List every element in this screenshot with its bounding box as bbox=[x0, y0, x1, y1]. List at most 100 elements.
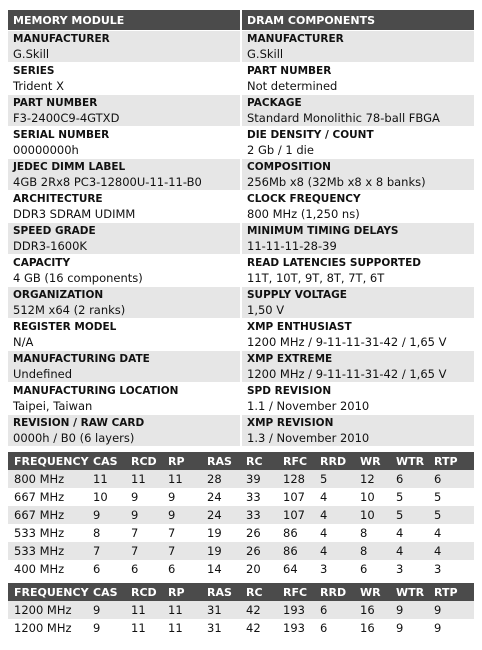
timing-cell: 9 bbox=[396, 603, 404, 617]
timing-cell: 86 bbox=[283, 544, 298, 558]
field-value: 2 Gb / 1 die bbox=[247, 143, 314, 157]
timing-cell: 10 bbox=[93, 490, 108, 504]
timing-row bbox=[8, 524, 474, 542]
field-label: SERIES bbox=[13, 65, 55, 77]
field-row bbox=[242, 95, 474, 126]
timing-cell: 20 bbox=[246, 562, 261, 576]
field-value: G.Skill bbox=[247, 47, 284, 61]
timing-cell: 42 bbox=[246, 603, 261, 617]
timing-cell: 9 bbox=[93, 621, 101, 635]
timing-cell: 5 bbox=[396, 508, 404, 522]
timing-cell: 4 bbox=[320, 490, 328, 504]
timing-cell: 14 bbox=[207, 562, 222, 576]
timing-header-row bbox=[8, 452, 474, 470]
timing-cell: 11 bbox=[131, 472, 146, 486]
field-row bbox=[8, 319, 240, 350]
timing-cell: 5 bbox=[320, 472, 328, 486]
field-value: G.Skill bbox=[13, 47, 50, 61]
timing-cell: 107 bbox=[283, 490, 305, 504]
timing-row bbox=[8, 619, 474, 637]
timing-cell: 6 bbox=[168, 562, 176, 576]
timing-cell: 16 bbox=[360, 621, 375, 635]
timing-cell: 11 bbox=[131, 603, 146, 617]
field-value: 4 GB (16 components) bbox=[13, 271, 143, 285]
field-label: REGISTER MODEL bbox=[13, 321, 117, 333]
timing-cell: 33 bbox=[246, 508, 261, 522]
timing-cell: 31 bbox=[207, 603, 222, 617]
timing-header-row bbox=[8, 583, 474, 601]
timing-header: WR bbox=[360, 455, 381, 468]
field-row bbox=[8, 351, 240, 382]
timing-cell: 3 bbox=[434, 562, 442, 576]
timing-cell: 6 bbox=[320, 621, 328, 635]
timing-cell: 9 bbox=[131, 490, 139, 504]
field-value: Taipei, Taiwan bbox=[13, 399, 93, 413]
timing-cell: 128 bbox=[283, 472, 305, 486]
timing-header: RC bbox=[246, 455, 263, 468]
field-row bbox=[242, 159, 474, 190]
timing-header: RFC bbox=[283, 586, 308, 599]
section-header bbox=[8, 10, 240, 30]
timing-cell: 9 bbox=[131, 508, 139, 522]
timing-header: RTP bbox=[434, 586, 458, 599]
timing-cell: 8 bbox=[360, 526, 368, 540]
timing-cell: 4 bbox=[434, 526, 442, 540]
field-label: XMP EXTREME bbox=[247, 353, 333, 365]
timing-cell: 4 bbox=[320, 526, 328, 540]
timing-row bbox=[8, 470, 474, 488]
field-value: Trident X bbox=[13, 79, 64, 93]
timing-cell: 193 bbox=[283, 621, 305, 635]
field-label: SUPPLY VOLTAGE bbox=[247, 289, 347, 301]
timing-cell: 26 bbox=[246, 526, 261, 540]
field-row bbox=[8, 159, 240, 190]
timing-cell: 7 bbox=[131, 526, 139, 540]
timing-cell: 4 bbox=[396, 526, 404, 540]
field-label: ARCHITECTURE bbox=[13, 193, 103, 205]
field-row bbox=[8, 191, 240, 222]
timing-cell: 1200 MHz bbox=[14, 603, 72, 617]
timing-header: RRD bbox=[320, 586, 347, 599]
timing-header: CAS bbox=[93, 586, 118, 599]
field-value: 256Mb x8 (32Mb x8 x 8 banks) bbox=[247, 175, 426, 189]
field-row bbox=[242, 319, 474, 350]
timing-cell: 4 bbox=[396, 544, 404, 558]
field-label: MINIMUM TIMING DELAYS bbox=[247, 225, 399, 237]
timing-cell: 6 bbox=[131, 562, 139, 576]
field-row bbox=[242, 63, 474, 94]
timing-row bbox=[8, 506, 474, 524]
timing-cell: 9 bbox=[93, 603, 101, 617]
timing-header: RAS bbox=[207, 455, 232, 468]
timing-cell: 8 bbox=[360, 544, 368, 558]
section-header bbox=[242, 10, 474, 30]
timing-cell: 16 bbox=[360, 603, 375, 617]
timing-header: RFC bbox=[283, 455, 308, 468]
field-value: 1.3 / November 2010 bbox=[247, 431, 370, 445]
field-value: Undefined bbox=[13, 367, 72, 381]
field-value: 512M x64 (2 ranks) bbox=[13, 303, 126, 317]
field-row bbox=[242, 31, 474, 62]
section-title: DRAM COMPONENTS bbox=[247, 14, 376, 27]
timing-cell: 24 bbox=[207, 490, 222, 504]
field-value: 1200 MHz / 9-11-11-31-42 / 1,65 V bbox=[247, 335, 447, 349]
field-value: 1200 MHz / 9-11-11-31-42 / 1,65 V bbox=[247, 367, 447, 381]
timing-cell: 7 bbox=[168, 526, 176, 540]
timing-header: RCD bbox=[131, 586, 157, 599]
timing-cell: 11 bbox=[131, 621, 146, 635]
field-label: ORGANIZATION bbox=[13, 289, 104, 301]
timing-cell: 107 bbox=[283, 508, 305, 522]
timing-cell: 3 bbox=[320, 562, 328, 576]
timing-header: FREQUENCY bbox=[14, 455, 89, 468]
timing-header: WTR bbox=[396, 455, 425, 468]
timing-cell: 11 bbox=[168, 603, 183, 617]
timing-row bbox=[8, 601, 474, 619]
field-label: MANUFACTURING LOCATION bbox=[13, 385, 179, 397]
timing-cell: 6 bbox=[320, 603, 328, 617]
field-value: Not determined bbox=[247, 79, 338, 93]
field-label: JEDEC DIMM LABEL bbox=[13, 161, 126, 173]
field-value: 0000h / B0 (6 layers) bbox=[13, 431, 135, 445]
timing-cell: 9 bbox=[93, 508, 101, 522]
timing-header: RC bbox=[246, 586, 263, 599]
timing-cell: 6 bbox=[93, 562, 101, 576]
field-row bbox=[242, 191, 474, 222]
field-label: CLOCK FREQUENCY bbox=[247, 193, 361, 205]
